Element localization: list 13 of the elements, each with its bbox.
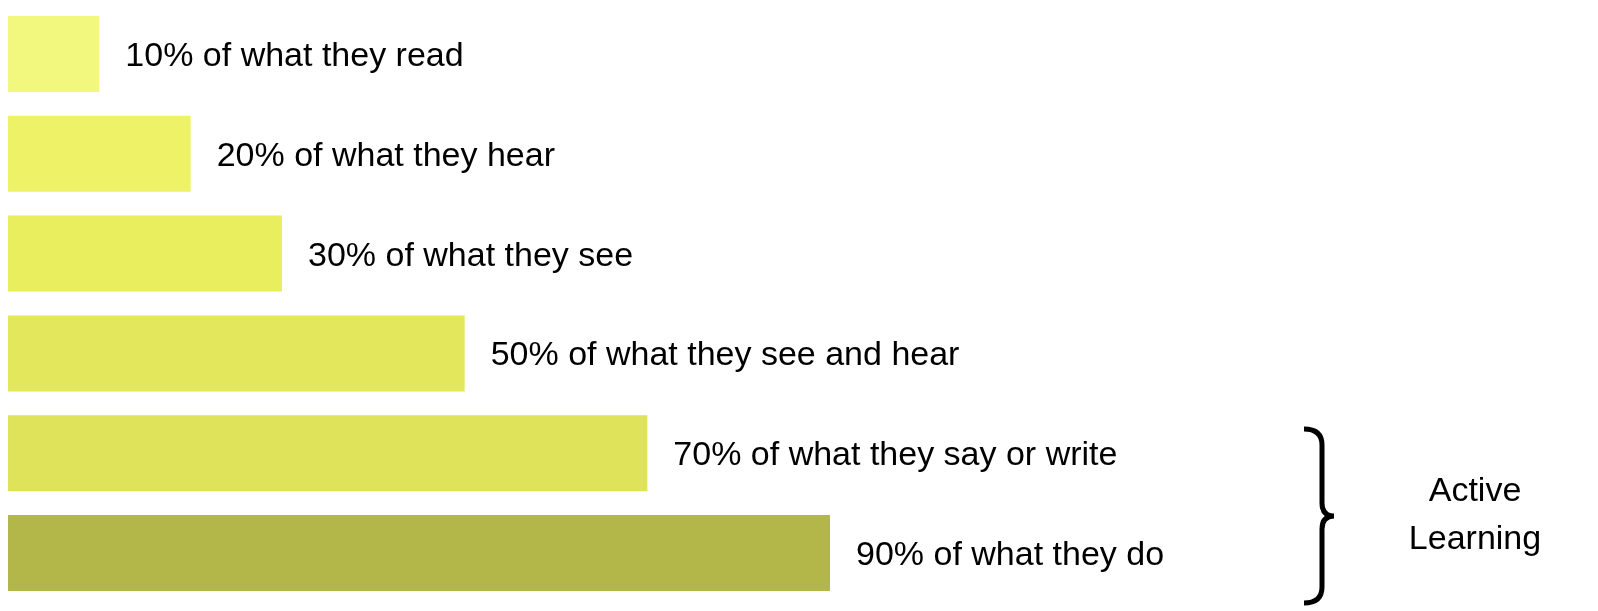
bar — [8, 515, 830, 592]
data-label: 50% of what they see and hear — [490, 334, 960, 373]
bar — [8, 315, 465, 392]
data-label: 30% of what they see — [308, 234, 634, 273]
data-label: 70% of what they say or write — [673, 434, 1118, 473]
data-label: 10% of what they read — [125, 34, 464, 73]
bar — [8, 415, 648, 492]
bar — [8, 115, 191, 192]
bar — [8, 15, 100, 92]
data-label: 90% of what they do — [856, 534, 1165, 573]
bar — [8, 215, 282, 292]
data-label: 20% of what they hear — [216, 134, 555, 173]
text: Active Learning — [1407, 469, 1543, 558]
